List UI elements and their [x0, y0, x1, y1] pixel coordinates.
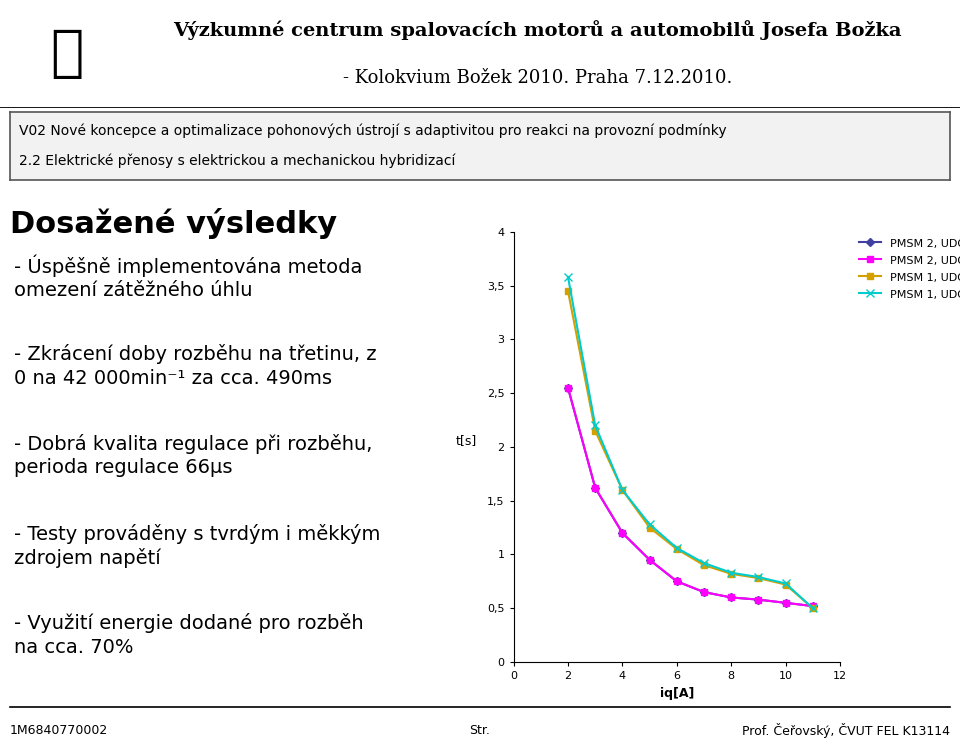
- PMSM 2, UDC 1: [753, 595, 764, 604]
- Text: V02 Nové koncepce a optimalizace pohonových ústrojí s adaptivitou pro reakci na : V02 Nové koncepce a optimalizace pohonov…: [19, 124, 727, 138]
- PMSM 2, UDC 1: [589, 483, 601, 492]
- PMSM 1, UDC 2: [780, 579, 791, 588]
- Legend: PMSM 2, UDC 1, PMSM 2, UDC 2, PMSM 1, UDC 1, PMSM 1, UDC 2: PMSM 2, UDC 1, PMSM 2, UDC 2, PMSM 1, UD…: [858, 237, 960, 300]
- PMSM 1, UDC 2: [807, 604, 819, 613]
- PMSM 2, UDC 2: [807, 601, 819, 610]
- PMSM 2, UDC 2: [753, 595, 764, 604]
- PMSM 2, UDC 2: [726, 593, 737, 602]
- PMSM 2, UDC 1: [671, 577, 683, 586]
- PMSM 1, UDC 1: [726, 569, 737, 578]
- PMSM 2, UDC 2: [616, 528, 628, 537]
- Text: 2.2 Elektrické přenosy s elektrickou a mechanickou hybridizací: 2.2 Elektrické přenosy s elektrickou a m…: [19, 153, 455, 168]
- PMSM 1, UDC 1: [589, 426, 601, 435]
- Text: Prof. Čeřovský, ČVUT FEL K13114: Prof. Čeřovský, ČVUT FEL K13114: [742, 723, 950, 738]
- PMSM 1, UDC 2: [644, 520, 656, 529]
- PMSM 1, UDC 1: [780, 580, 791, 589]
- Text: 1M6840770002: 1M6840770002: [10, 725, 108, 738]
- PMSM 2, UDC 1: [780, 598, 791, 607]
- Y-axis label: t[s]: t[s]: [455, 434, 477, 447]
- Text: Dosažené výsledky: Dosažené výsledky: [10, 208, 337, 239]
- Text: - Testy prováděny s tvrdým i měkkým
zdrojem napětí: - Testy prováděny s tvrdým i měkkým zdro…: [14, 524, 381, 568]
- PMSM 1, UDC 2: [589, 421, 601, 430]
- Text: - Kolokvium Božek 2010. Praha 7.12.2010.: - Kolokvium Božek 2010. Praha 7.12.2010.: [343, 69, 732, 87]
- PMSM 1, UDC 1: [698, 561, 709, 570]
- X-axis label: iq[A]: iq[A]: [660, 687, 694, 699]
- Text: - Úspěšně implementována metoda
omezení zátěžného úhlu: - Úspěšně implementována metoda omezení …: [14, 254, 363, 300]
- PMSM 1, UDC 1: [616, 485, 628, 494]
- Line: PMSM 2, UDC 1: PMSM 2, UDC 1: [565, 385, 816, 609]
- PMSM 1, UDC 2: [753, 572, 764, 581]
- PMSM 2, UDC 2: [589, 483, 601, 492]
- PMSM 2, UDC 1: [563, 383, 574, 392]
- PMSM 2, UDC 1: [616, 528, 628, 537]
- Line: PMSM 2, UDC 2: PMSM 2, UDC 2: [565, 385, 816, 609]
- Line: PMSM 1, UDC 2: PMSM 1, UDC 2: [564, 273, 817, 613]
- PMSM 1, UDC 1: [671, 545, 683, 554]
- Text: 🚗: 🚗: [51, 27, 84, 82]
- PMSM 1, UDC 2: [698, 559, 709, 568]
- PMSM 1, UDC 2: [726, 568, 737, 577]
- Text: - Využití energie dodané pro rozběh
na cca. 70%: - Využití energie dodané pro rozběh na c…: [14, 613, 364, 657]
- PMSM 2, UDC 1: [644, 555, 656, 564]
- PMSM 2, UDC 2: [698, 588, 709, 597]
- PMSM 2, UDC 2: [780, 598, 791, 607]
- PMSM 1, UDC 1: [753, 574, 764, 583]
- PMSM 1, UDC 2: [563, 272, 574, 281]
- Text: Výzkumné centrum spalovacích motorů a automobilů Josefa Božka: Výzkumné centrum spalovacích motorů a au…: [174, 20, 901, 40]
- PMSM 1, UDC 1: [807, 604, 819, 613]
- PMSM 1, UDC 1: [644, 523, 656, 532]
- Line: PMSM 1, UDC 1: PMSM 1, UDC 1: [565, 288, 816, 611]
- PMSM 2, UDC 1: [726, 593, 737, 602]
- Text: Str.: Str.: [469, 725, 491, 738]
- PMSM 2, UDC 1: [698, 588, 709, 597]
- PMSM 1, UDC 1: [563, 286, 574, 295]
- PMSM 1, UDC 2: [616, 485, 628, 494]
- PMSM 2, UDC 2: [563, 383, 574, 392]
- Text: - Zkrácení doby rozběhu na třetinu, z
0 na 42 000min⁻¹ za cca. 490ms: - Zkrácení doby rozběhu na třetinu, z 0 …: [14, 344, 377, 387]
- PMSM 2, UDC 1: [807, 601, 819, 610]
- PMSM 2, UDC 2: [644, 555, 656, 564]
- PMSM 1, UDC 2: [671, 544, 683, 553]
- Text: - Dobrá kvalita regulace při rozběhu,
perioda regulace 66µs: - Dobrá kvalita regulace při rozběhu, pe…: [14, 434, 372, 477]
- PMSM 2, UDC 2: [671, 577, 683, 586]
